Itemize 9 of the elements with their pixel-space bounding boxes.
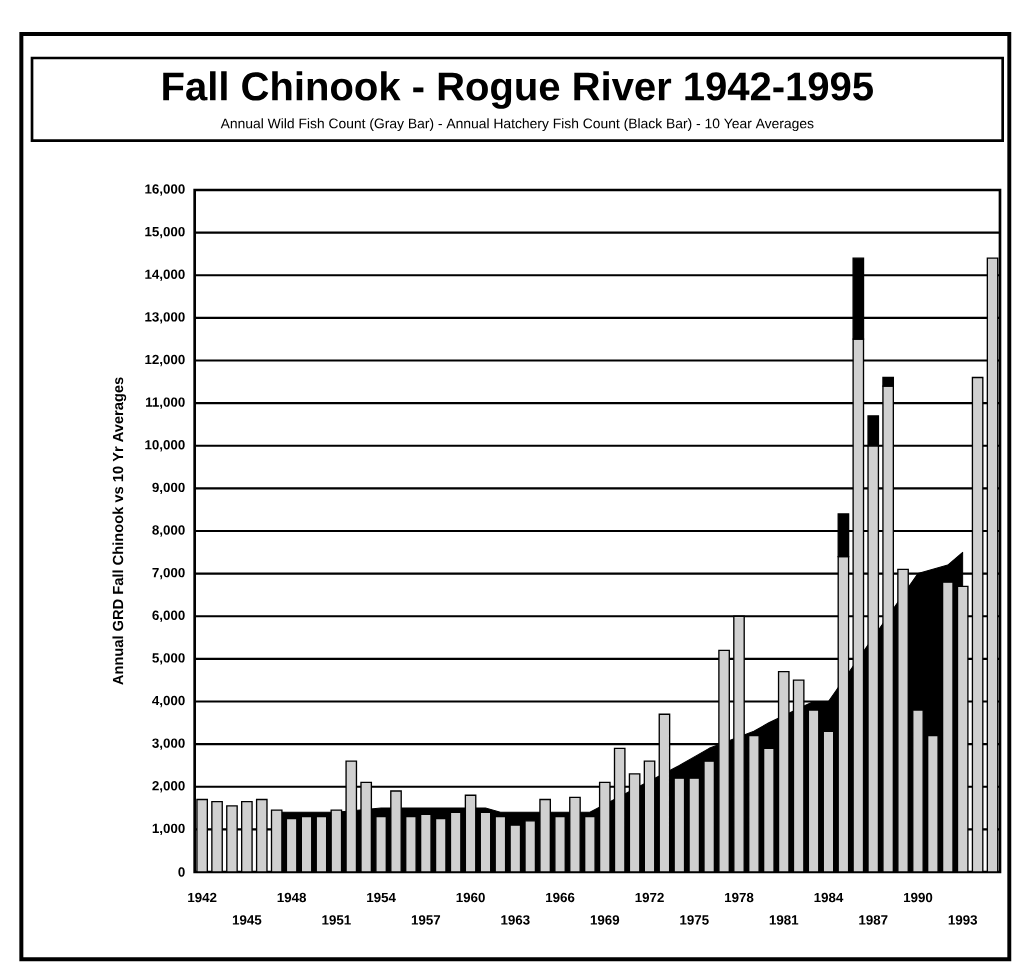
bar [867,415,880,447]
bar [226,805,238,872]
bar [390,790,402,872]
bar [882,376,895,387]
bar [733,615,745,872]
chart-title: Fall Chinook - Rogue River 1942-1995 [163,71,873,109]
bar [569,796,581,872]
bar [837,513,850,558]
bar [912,709,924,872]
